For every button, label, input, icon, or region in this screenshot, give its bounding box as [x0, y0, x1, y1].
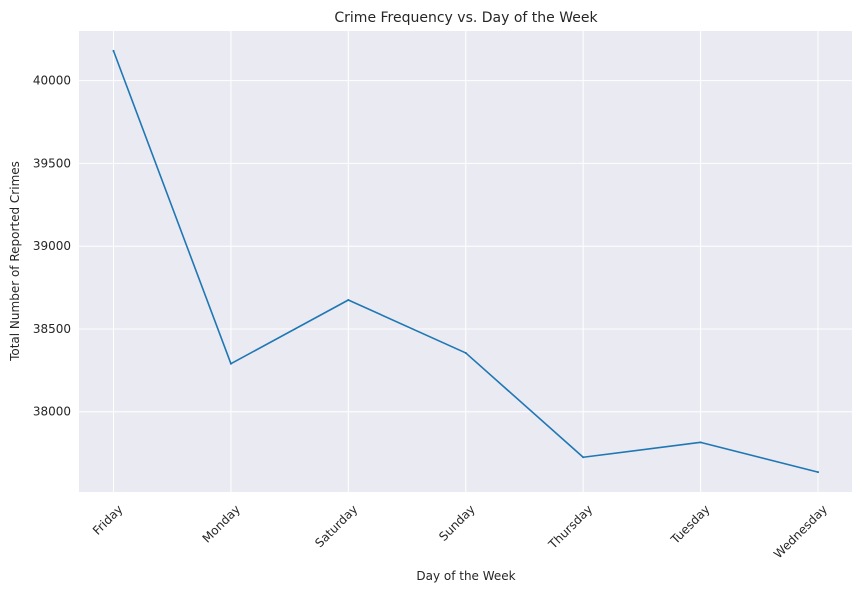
data-point-monday: [229, 362, 232, 365]
line-segment: [112, 50, 232, 365]
line-segment: [582, 441, 702, 459]
x-tick-label: Saturday: [312, 502, 360, 550]
x-tick-label: Tuesday: [668, 502, 713, 547]
x-tick-label: Monday: [200, 502, 243, 545]
line-segment: [699, 441, 819, 473]
line-segment: [230, 299, 350, 365]
chart-title: Crime Frequency vs. Day of the Week: [334, 10, 598, 26]
x-tick-label: Friday: [90, 502, 126, 538]
y-tick-label: 40000: [33, 74, 71, 88]
y-tick-label: 38000: [33, 405, 71, 419]
data-point-sunday: [464, 351, 467, 354]
x-gridlines: [113, 31, 819, 492]
x-tick-labels: Friday Monday Saturday Sunday Thursday Tuesda…: [90, 502, 830, 561]
y-tick-label: 38500: [33, 322, 71, 336]
line-segment: [464, 352, 584, 459]
y-tick-label: 39000: [33, 239, 71, 253]
y-axis-label: Total Number of Reported Crimes: [8, 161, 22, 362]
y-gridlines: [79, 80, 852, 413]
x-tick-label: Thursday: [545, 502, 595, 552]
data-point-thursday: [582, 456, 585, 459]
data-point-tuesday: [699, 441, 702, 444]
x-tick-label: Wednesday: [771, 502, 830, 561]
y-tick-label: 39500: [33, 156, 71, 170]
x-axis-label: Day of the Week: [416, 569, 515, 583]
data-point-saturday: [347, 298, 350, 301]
line-segment: [347, 299, 467, 354]
y-tick-labels: 38000 38500 39000 39500 40000: [33, 74, 71, 419]
data-point-friday: [112, 49, 115, 52]
data-point-wednesday: [817, 471, 819, 474]
series-group: [112, 49, 819, 474]
x-tick-label: Sunday: [436, 502, 478, 544]
